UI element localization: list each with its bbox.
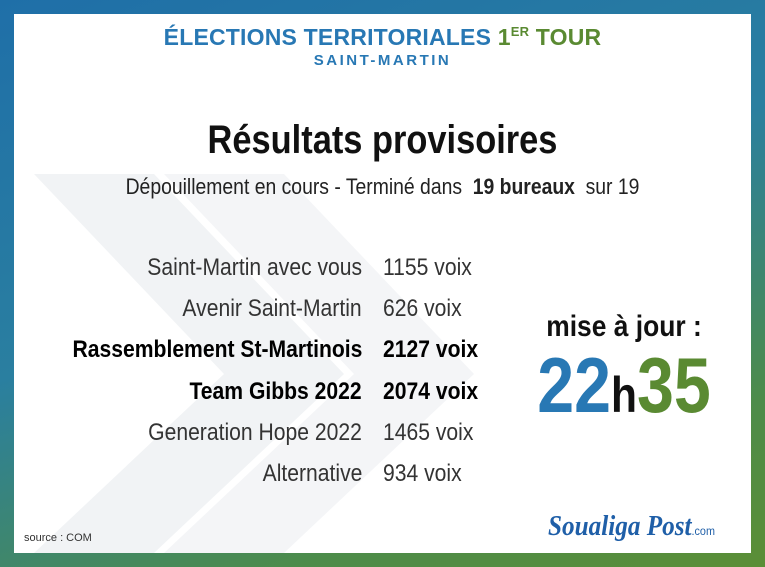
vote-count: 2127 voix (383, 336, 479, 364)
result-row: Rassemblement St-Martinois 2127 voix (14, 332, 514, 373)
status: Dépouillement en cours - Terminé dans 19… (58, 174, 707, 200)
results: Saint-Martin avec vous 1155 voix Avenir Sa… (14, 250, 514, 497)
list-name: Rassemblement St-Martinois (72, 336, 362, 364)
watermark-shape (34, 174, 344, 553)
status-highlight: 19 bureaux (472, 174, 575, 199)
minutes: 35 (636, 341, 711, 429)
list-name: Saint-Martin avec vous (147, 254, 362, 281)
result-row: Avenir Saint-Martin 626 voix (14, 291, 514, 332)
list-name: Team Gibbs 2022 (189, 377, 362, 405)
list-name: Avenir Saint-Martin (182, 295, 362, 323)
logo: Soualiga Post.com (548, 511, 715, 543)
title-end: TOUR (535, 24, 602, 50)
watermark (34, 174, 474, 553)
result-row: Team Gibbs 2022 2074 voix (14, 374, 514, 415)
card: ÉLECTIONS TERRITORIALES 1ER TOUR SAINT-M… (14, 14, 751, 553)
list-name: Alternative (262, 459, 362, 487)
heading: Résultats provisoires (207, 118, 558, 162)
list-name: Generation Hope 2022 (148, 418, 362, 446)
hours: 22 (537, 341, 612, 429)
vote-count: 2074 voix (383, 377, 479, 405)
title-sup: ER (510, 24, 530, 39)
status-text: Dépouillement en cours - Terminé dans (125, 174, 463, 199)
vote-count: 934 voix (383, 459, 462, 487)
watermark-shape (164, 174, 474, 553)
logo-suffix: .com (691, 524, 715, 538)
vote-count: 1155 voix (383, 254, 472, 281)
result-row: Alternative 934 voix (14, 456, 514, 497)
separator: h (611, 367, 637, 423)
title-round: 1 (497, 24, 511, 50)
subtitle: SAINT-MARTIN (313, 52, 452, 69)
result-row: Generation Hope 2022 1465 voix (14, 415, 514, 456)
update-time: 22h35 (535, 340, 714, 431)
vote-count: 626 voix (383, 295, 462, 323)
result-row: Saint-Martin avec vous 1155 voix (14, 250, 514, 291)
title-text: ÉLECTIONS TERRITORIALES (163, 24, 492, 50)
status-end: sur 19 (585, 174, 640, 199)
logo-name: Soualiga Post (548, 511, 692, 542)
source: source : COM (24, 532, 92, 544)
update-label: mise à jour : (546, 310, 702, 343)
vote-count: 1465 voix (383, 418, 474, 446)
title: ÉLECTIONS TERRITORIALES 1ER TOUR (14, 24, 751, 51)
